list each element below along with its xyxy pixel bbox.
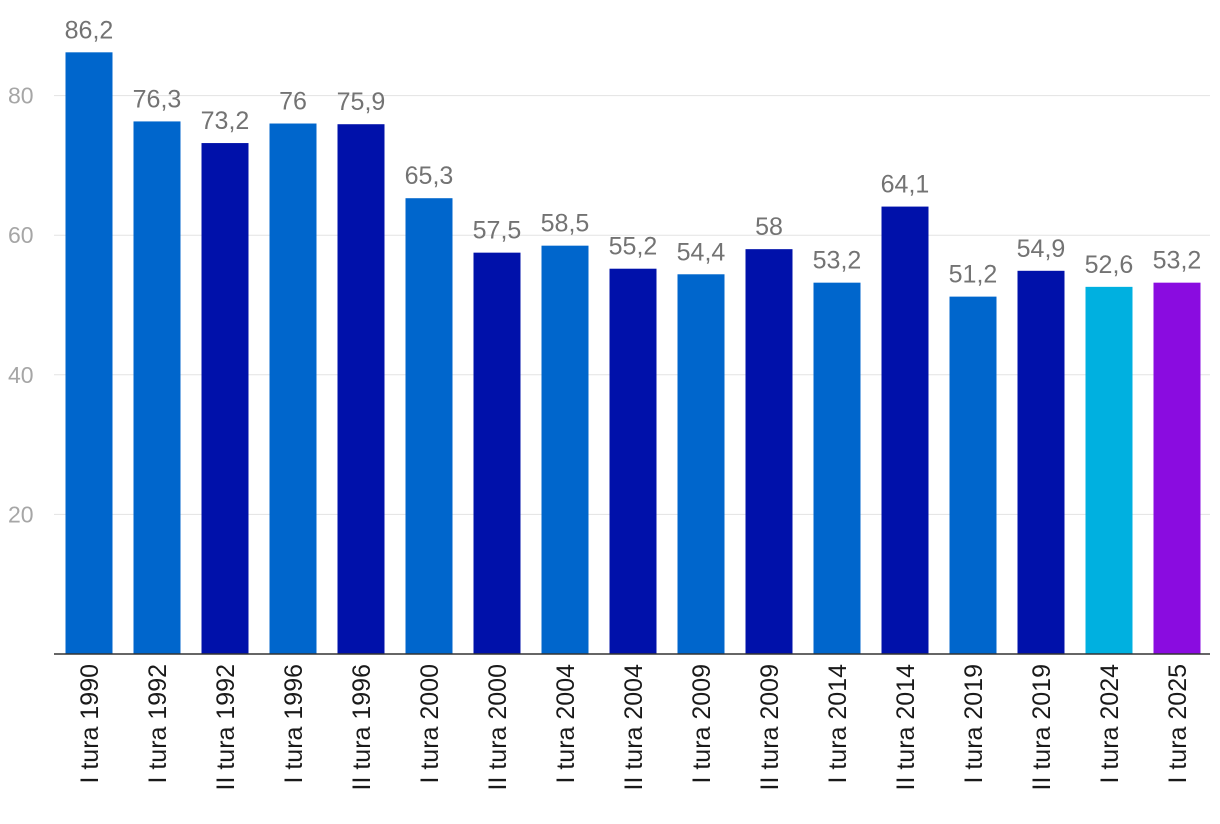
x-tick-label: I tura 1992 [144,664,172,784]
data-label: 64,1 [881,171,930,199]
data-label: 58,5 [541,210,590,238]
x-tick-label: I tura 2025 [1164,664,1192,784]
bar [473,252,521,654]
data-label: 86,2 [65,16,114,44]
data-label: 75,9 [337,88,386,116]
bar [1085,286,1133,654]
bar [337,124,385,654]
x-tick-label: II tura 1996 [348,664,376,790]
data-label: 65,3 [405,162,454,190]
bar [881,206,929,654]
data-label: 76,3 [133,85,182,113]
data-label: 54,4 [677,238,726,266]
bar [609,268,657,654]
bar [745,249,793,654]
bar [269,123,317,654]
bar [677,274,725,654]
x-tick-label: II tura 1992 [212,664,240,790]
x-tick-label: II tura 2004 [620,664,648,791]
x-tick-label: I tura 1990 [76,664,104,784]
bar [541,245,589,655]
bar [1017,270,1065,654]
data-label: 53,2 [1153,247,1202,275]
data-labels: 86,2 76,3 73,2 76 75,9 65,3 57,5 58,5 55,2 54,4 58… [65,16,1202,288]
bar [1153,282,1201,654]
x-tick-label: I tura 1996 [280,664,308,784]
data-label: 51,2 [949,261,998,289]
x-tick-label: I tura 2014 [824,664,852,784]
x-tick-label: I tura 2000 [416,664,444,784]
data-label: 58 [755,213,783,241]
bar [949,296,997,654]
y-tick-label: 60 [8,222,34,248]
x-axis-ticks: I tura 1990 I tura 1992 II tura 1992 I tura… [76,664,1192,791]
bar [201,143,249,654]
x-tick-label: II tura 2014 [892,664,920,791]
x-tick-label: I tura 2019 [960,664,988,784]
x-tick-label: I tura 2009 [688,664,716,784]
y-axis-ticks: 20 40 60 80 [8,83,34,528]
data-label: 53,2 [813,247,862,275]
data-label: 76 [279,88,307,116]
data-label: 54,9 [1017,235,1066,263]
y-tick-label: 20 [8,501,34,527]
x-tick-label: II tura 2000 [484,664,512,790]
bar [813,282,861,654]
data-label: 57,5 [473,217,522,245]
x-tick-label: II tura 2019 [1028,664,1056,790]
bars [65,52,1201,655]
data-label: 55,2 [609,233,658,261]
data-label: 73,2 [201,107,250,135]
data-label: 52,6 [1085,251,1134,279]
y-tick-label: 40 [8,362,34,388]
bar [405,198,453,654]
bar [133,121,181,654]
bar [65,52,113,655]
x-tick-label: II tura 2009 [756,664,784,790]
x-tick-label: I tura 2004 [552,664,580,784]
y-tick-label: 80 [8,83,34,109]
x-tick-label: I tura 2024 [1096,664,1124,784]
